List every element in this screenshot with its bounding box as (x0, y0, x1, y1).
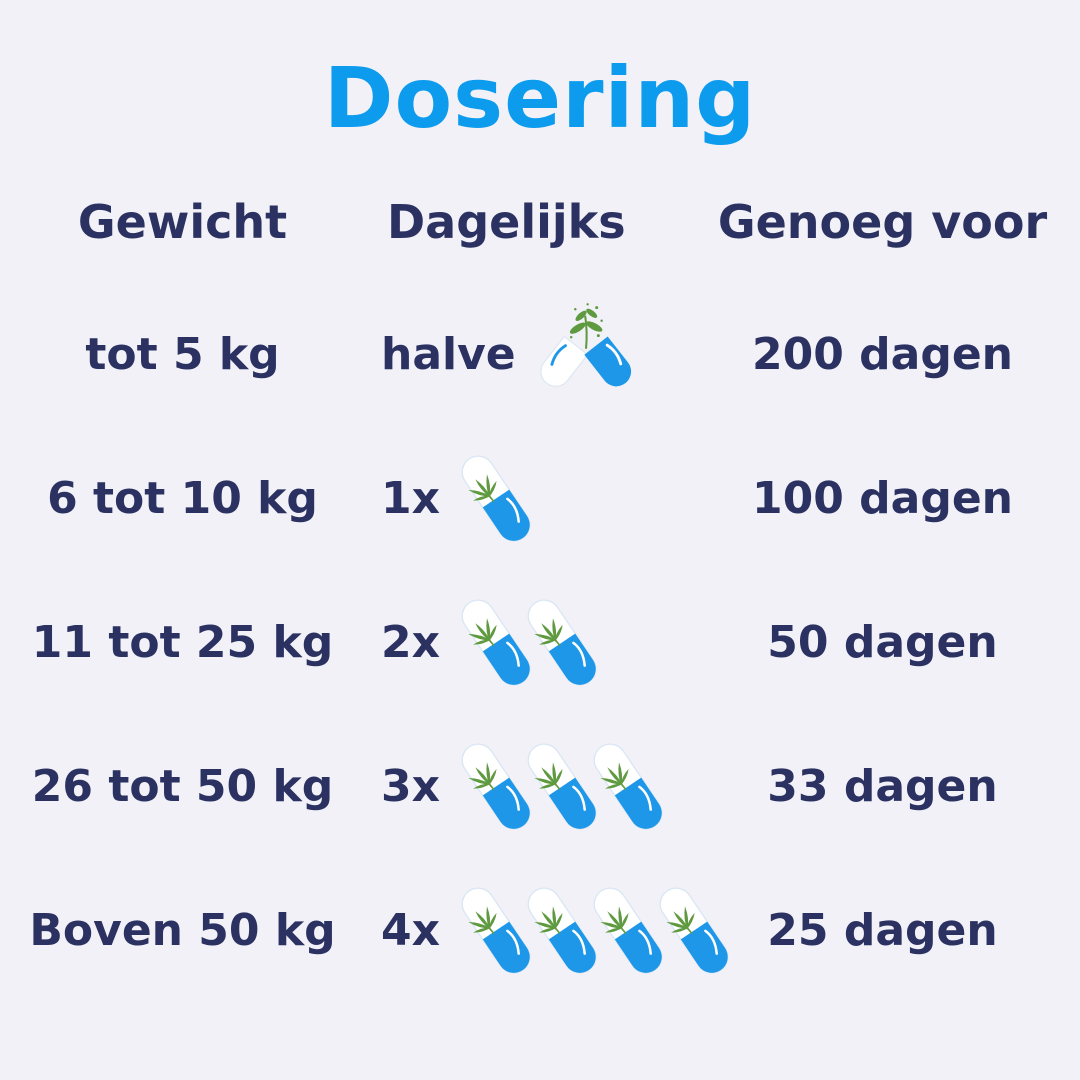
column-header-daily: Dagelijks (387, 195, 626, 250)
capsule-icon (454, 876, 538, 985)
column-header-weight: Gewicht (77, 195, 288, 250)
page-title: Dosering (323, 49, 757, 147)
table-header-row: Gewicht Dagelijks Genoeg voor (0, 180, 1080, 264)
weight-value: 6 tot 10 kg (47, 472, 318, 524)
capsule-icon (520, 732, 604, 841)
duration-value: 33 dagen (767, 760, 998, 812)
capsule-icon (652, 876, 736, 985)
table-row: 11 tot 25 kg 2x (0, 570, 1080, 714)
capsule-icons (454, 732, 670, 841)
table-row: tot 5 kg halve (0, 282, 1080, 426)
daily-dose-cell: 3x (355, 732, 685, 841)
daily-dose-label: 1x (381, 472, 440, 524)
daily-dose-label: 4x (381, 904, 440, 956)
capsule-icons (454, 588, 604, 697)
capsule-icon (520, 588, 604, 697)
weight-value: 11 tot 25 kg (31, 616, 334, 668)
capsule-icons (454, 444, 538, 553)
weight-value: Boven 50 kg (29, 904, 336, 956)
duration-value: 25 dagen (767, 904, 998, 956)
capsule-icons (530, 301, 648, 408)
dosing-table: Gewicht Dagelijks Genoeg voor tot 5 kg h… (0, 180, 1080, 1002)
table-row: 26 tot 50 kg 3x (0, 714, 1080, 858)
duration-value: 50 dagen (767, 616, 998, 668)
capsule-icon (454, 732, 538, 841)
capsule-icon (586, 876, 670, 985)
capsule-icon (454, 444, 538, 553)
weight-value: tot 5 kg (85, 328, 280, 380)
daily-dose-cell: 1x (355, 444, 685, 553)
daily-dose-cell: 4x (355, 876, 729, 985)
daily-dose-cell: 2x (355, 588, 685, 697)
daily-dose-label: 2x (381, 616, 440, 668)
weight-value: 26 tot 50 kg (31, 760, 334, 812)
duration-value: 200 dagen (751, 328, 1013, 380)
daily-dose-label: 3x (381, 760, 440, 812)
table-row: Boven 50 kg 4x (0, 858, 1080, 1002)
daily-dose-cell: halve (355, 301, 685, 408)
capsule-icon (454, 588, 538, 697)
capsule-icon (520, 876, 604, 985)
opened-half-capsule-icon (524, 301, 648, 408)
capsule-icon (586, 732, 670, 841)
daily-dose-label: halve (381, 328, 516, 380)
column-header-duration: Genoeg voor (717, 195, 1048, 250)
table-row: 6 tot 10 kg 1x 100 dagen (0, 426, 1080, 570)
capsule-icons (454, 876, 736, 985)
duration-value: 100 dagen (751, 472, 1013, 524)
